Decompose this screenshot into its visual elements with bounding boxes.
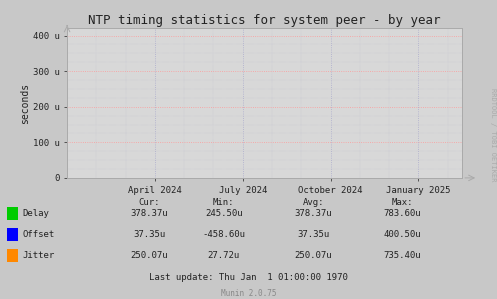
Text: 250.07u: 250.07u — [294, 251, 332, 260]
Text: -458.60u: -458.60u — [202, 230, 245, 239]
Text: Max:: Max: — [392, 198, 414, 207]
Text: 37.35u: 37.35u — [133, 230, 165, 239]
Text: 783.60u: 783.60u — [384, 209, 421, 218]
Y-axis label: seconds: seconds — [20, 83, 30, 124]
Text: Delay: Delay — [22, 209, 49, 218]
Text: Avg:: Avg: — [302, 198, 324, 207]
Text: Munin 2.0.75: Munin 2.0.75 — [221, 289, 276, 298]
Text: RRDTOOL / TOBI OETIKER: RRDTOOL / TOBI OETIKER — [490, 88, 496, 181]
Text: 378.37u: 378.37u — [294, 209, 332, 218]
Text: 378.37u: 378.37u — [130, 209, 168, 218]
Text: 37.35u: 37.35u — [297, 230, 329, 239]
Title: NTP timing statistics for system peer - by year: NTP timing statistics for system peer - … — [88, 14, 441, 27]
Text: Last update: Thu Jan  1 01:00:00 1970: Last update: Thu Jan 1 01:00:00 1970 — [149, 273, 348, 282]
Text: 400.50u: 400.50u — [384, 230, 421, 239]
Text: Cur:: Cur: — [138, 198, 160, 207]
Text: Jitter: Jitter — [22, 251, 55, 260]
Text: Offset: Offset — [22, 230, 55, 239]
Text: 27.72u: 27.72u — [208, 251, 240, 260]
Text: 735.40u: 735.40u — [384, 251, 421, 260]
Text: Min:: Min: — [213, 198, 235, 207]
Text: 250.07u: 250.07u — [130, 251, 168, 260]
Text: 245.50u: 245.50u — [205, 209, 243, 218]
